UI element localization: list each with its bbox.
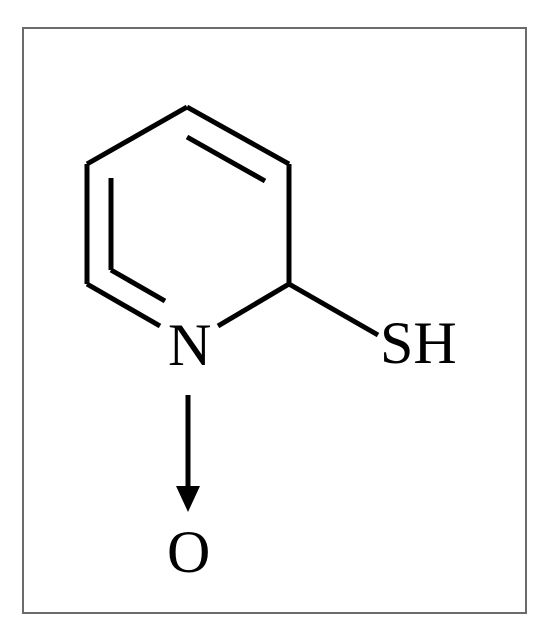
atom-SH: SH [380, 310, 457, 376]
arrowhead-N-O [176, 486, 200, 512]
bond-c6-N-inner [111, 270, 165, 301]
bond-c2-c3 [187, 107, 289, 164]
bond-c1-c2 [87, 107, 187, 164]
bonds-group [87, 107, 378, 512]
atom-N: N [168, 312, 211, 378]
bond-c4-SH [289, 284, 378, 335]
molecule-diagram: N SH O [0, 0, 549, 640]
bond-c4-N [218, 284, 289, 326]
atom-O: O [167, 519, 210, 585]
